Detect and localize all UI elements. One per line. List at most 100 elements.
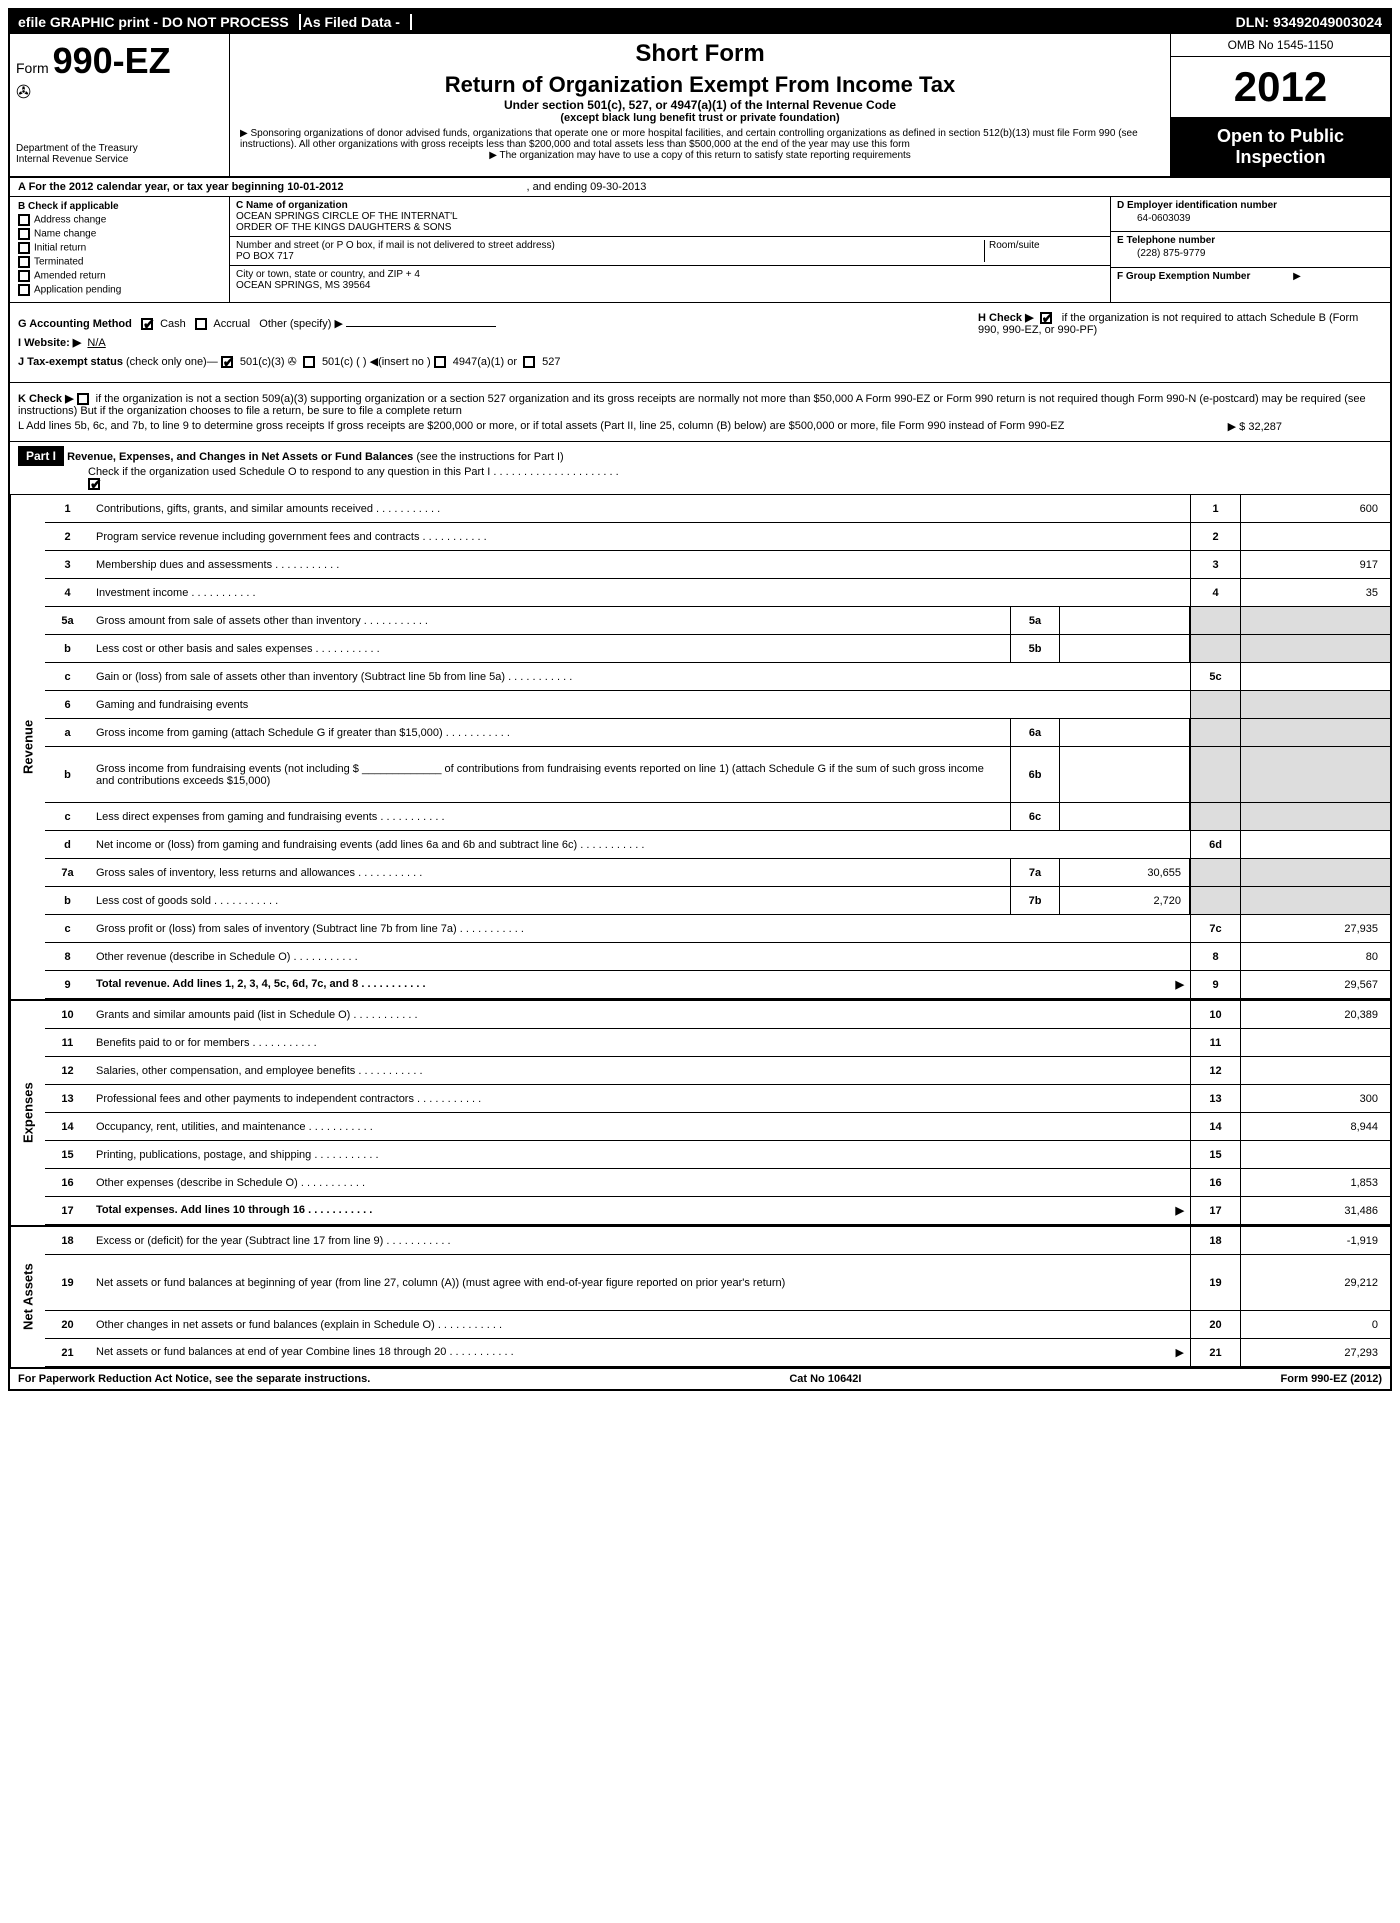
line-desc: Other expenses (describe in Schedule O) … <box>90 1173 1190 1193</box>
asfiled-label: As Filed Data - <box>303 14 412 30</box>
chk-501c[interactable] <box>303 356 315 368</box>
h-label: H Check ▶ <box>978 312 1034 324</box>
line-desc: Total expenses. Add lines 10 through 16 … <box>90 1200 1190 1221</box>
row-a: A For the 2012 calendar year, or tax yea… <box>10 178 1390 197</box>
line-subnum: 7a <box>1010 859 1060 886</box>
line-number: 7a <box>45 863 90 883</box>
line-number: b <box>45 639 90 659</box>
header-note-2: ▶ The organization may have to use a cop… <box>240 150 1160 161</box>
line-rightval: 20,389 <box>1240 1001 1390 1028</box>
line-rightval: 80 <box>1240 943 1390 970</box>
d-label: D Employer identification number <box>1117 200 1277 211</box>
line-rightval: 600 <box>1240 495 1390 522</box>
line-row: 8Other revenue (describe in Schedule O) … <box>45 943 1390 971</box>
dln-label: DLN: 93492049003024 <box>1236 14 1382 30</box>
line-number: c <box>45 667 90 687</box>
line-rightnum <box>1190 747 1240 802</box>
line-rightval <box>1240 1057 1390 1084</box>
line-subval: 2,720 <box>1060 887 1190 914</box>
chk-h[interactable] <box>1040 312 1052 324</box>
line-desc: Gain or (loss) from sale of assets other… <box>90 667 1190 687</box>
line-number: 10 <box>45 1005 90 1025</box>
chk-cash[interactable] <box>141 318 153 330</box>
chk-initial-return[interactable] <box>18 242 30 254</box>
line-number: 14 <box>45 1117 90 1137</box>
line-rightnum <box>1190 803 1240 830</box>
part1-label: Part I <box>18 446 64 466</box>
line-desc: Total revenue. Add lines 1, 2, 3, 4, 5c,… <box>90 974 1190 995</box>
col-def: D Employer identification number 64-0603… <box>1110 197 1390 302</box>
line-number: 17 <box>45 1201 90 1221</box>
subtitle-1: Under section 501(c), 527, or 4947(a)(1)… <box>240 98 1160 112</box>
line-rightnum: 1 <box>1190 495 1240 522</box>
line-number: b <box>45 765 90 785</box>
line-desc: Gross amount from sale of assets other t… <box>90 611 1010 631</box>
f-label: F Group Exemption Number <box>1117 271 1250 282</box>
line-subval <box>1060 747 1190 802</box>
line-number: 12 <box>45 1061 90 1081</box>
line-rightnum: 2 <box>1190 523 1240 550</box>
chk-amended[interactable] <box>18 270 30 282</box>
line-desc: Contributions, gifts, grants, and simila… <box>90 499 1190 519</box>
room-suite-label: Room/suite <box>984 240 1104 262</box>
l-text: L Add lines 5b, 6c, and 7b, to line 9 to… <box>18 420 1064 432</box>
line-rightval: 35 <box>1240 579 1390 606</box>
line-number: 6 <box>45 695 90 715</box>
footer-right: Form 990-EZ (2012) <box>1281 1373 1382 1385</box>
efile-label: efile GRAPHIC print - DO NOT PROCESS <box>18 14 301 30</box>
line-row: bLess cost of goods sold . . . . . . . .… <box>45 887 1390 915</box>
chk-pending[interactable] <box>18 284 30 296</box>
ein-value: 64-0603039 <box>1117 213 1384 224</box>
chk-terminated[interactable] <box>18 256 30 268</box>
footer: For Paperwork Reduction Act Notice, see … <box>10 1367 1390 1389</box>
chk-501c3[interactable] <box>221 356 233 368</box>
inspect-2: Inspection <box>1179 147 1382 168</box>
j-label: J Tax-exempt status <box>18 356 123 368</box>
chk-address-change[interactable] <box>18 214 30 226</box>
short-form-label: Short Form <box>240 40 1160 68</box>
line-number: c <box>45 807 90 827</box>
line-rightnum: 10 <box>1190 1001 1240 1028</box>
line-desc: Other changes in net assets or fund bala… <box>90 1315 1190 1335</box>
subtitle-2: (except black lung benefit trust or priv… <box>240 112 1160 124</box>
line-number: 4 <box>45 583 90 603</box>
line-rightval <box>1240 859 1390 886</box>
line-number: 19 <box>45 1273 90 1293</box>
line-rightval: 27,935 <box>1240 915 1390 942</box>
line-row: 15Printing, publications, postage, and s… <box>45 1141 1390 1169</box>
chk-name-change[interactable] <box>18 228 30 240</box>
dept-irs: Internal Revenue Service <box>16 154 223 165</box>
line-desc: Excess or (deficit) for the year (Subtra… <box>90 1231 1190 1251</box>
line-desc: Printing, publications, postage, and shi… <box>90 1145 1190 1165</box>
line-row: cGain or (loss) from sale of assets othe… <box>45 663 1390 691</box>
line-row: bLess cost or other basis and sales expe… <box>45 635 1390 663</box>
line-desc: Program service revenue including govern… <box>90 527 1190 547</box>
line-number: c <box>45 919 90 939</box>
line-rightnum <box>1190 719 1240 746</box>
line-desc: Net assets or fund balances at beginning… <box>90 1273 1190 1293</box>
line-desc: Gross sales of inventory, less returns a… <box>90 863 1010 883</box>
line-rightval <box>1240 719 1390 746</box>
line-row: 21Net assets or fund balances at end of … <box>45 1339 1390 1367</box>
col-b-header: B Check if applicable <box>18 201 221 212</box>
part1-instr: (see the instructions for Part I) <box>416 451 563 463</box>
line-row: 11Benefits paid to or for members . . . … <box>45 1029 1390 1057</box>
line-desc: Investment income . . . . . . . . . . . <box>90 583 1190 603</box>
line-row: 17Total expenses. Add lines 10 through 1… <box>45 1197 1390 1225</box>
chk-part1[interactable] <box>88 478 100 490</box>
row-a-ending: , and ending 09-30-2013 <box>527 181 647 193</box>
chk-k[interactable] <box>77 393 89 405</box>
line-number: 20 <box>45 1315 90 1335</box>
chk-527[interactable] <box>523 356 535 368</box>
h-text: if the organization is not required to a… <box>978 312 1358 336</box>
line-subnum: 6c <box>1010 803 1060 830</box>
chk-accrual[interactable] <box>195 318 207 330</box>
line-rightnum: 12 <box>1190 1057 1240 1084</box>
chk-4947[interactable] <box>434 356 446 368</box>
line-rightnum: 14 <box>1190 1113 1240 1140</box>
line-subnum: 5b <box>1010 635 1060 662</box>
line-rightval: 0 <box>1240 1311 1390 1338</box>
line-desc: Benefits paid to or for members . . . . … <box>90 1033 1190 1053</box>
line-row: 14Occupancy, rent, utilities, and mainte… <box>45 1113 1390 1141</box>
line-rightval <box>1240 1141 1390 1168</box>
